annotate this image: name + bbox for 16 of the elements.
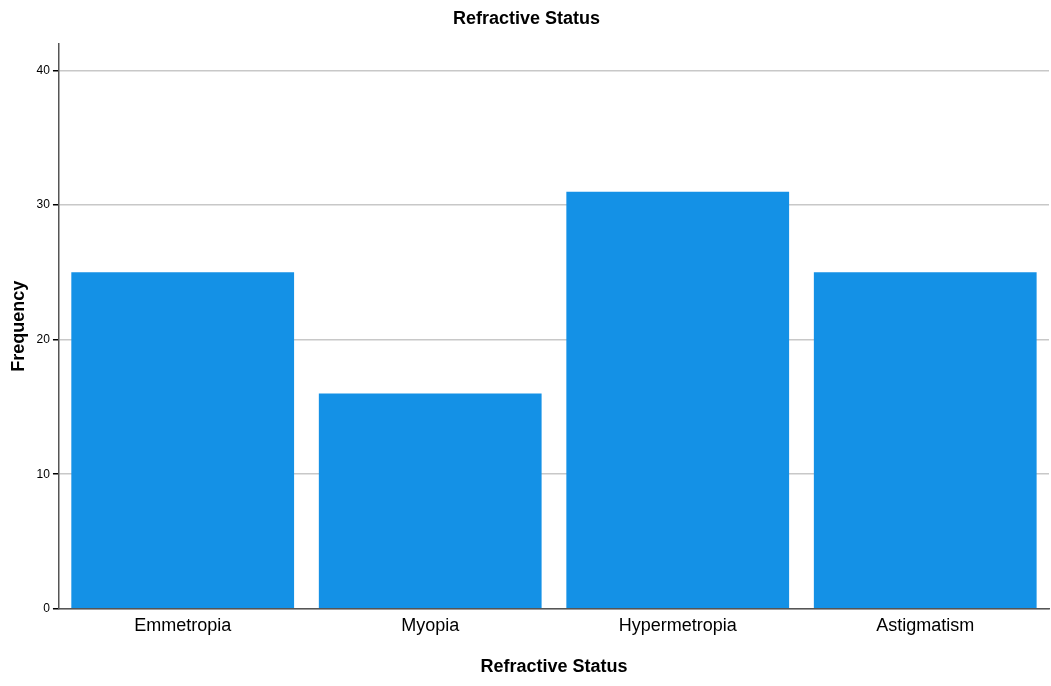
y-tick-label: 10 bbox=[36, 466, 51, 481]
x-axis-title: Refractive Status bbox=[480, 656, 628, 677]
bar bbox=[318, 393, 542, 609]
y-tick-label: 0 bbox=[43, 601, 51, 616]
y-tick-label: 20 bbox=[36, 331, 51, 346]
x-tick-label: Emmetropia bbox=[134, 614, 233, 635]
y-axis-title: Frequency bbox=[7, 280, 28, 372]
y-tick-label: 40 bbox=[36, 62, 51, 77]
x-tick-label: Myopia bbox=[401, 614, 461, 635]
bar bbox=[566, 191, 790, 609]
x-tick-label: Astigmatism bbox=[876, 614, 975, 635]
bar bbox=[71, 272, 295, 609]
y-tick-label: 30 bbox=[36, 197, 51, 212]
x-tick-label: Hypermetropia bbox=[618, 614, 738, 635]
chart-title: Refractive Status bbox=[452, 7, 601, 28]
bar bbox=[813, 272, 1037, 609]
